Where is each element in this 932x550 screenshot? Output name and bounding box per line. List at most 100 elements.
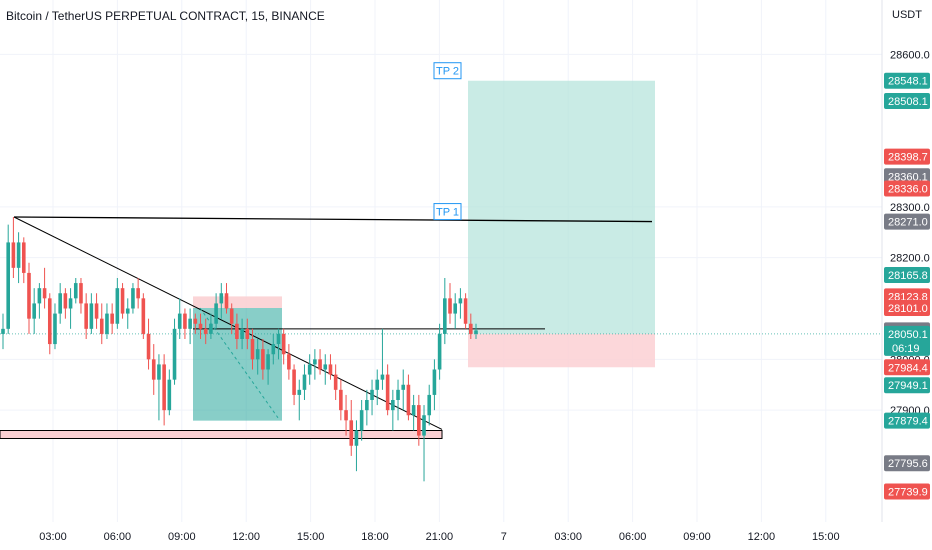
tp-label-box xyxy=(433,203,462,221)
price-tag[interactable] xyxy=(884,72,930,89)
prior-loss-zone xyxy=(193,296,282,308)
candle-body xyxy=(255,349,260,360)
candle-body xyxy=(110,313,114,324)
candle-body xyxy=(339,389,343,411)
candle-body xyxy=(120,288,125,314)
candle-body xyxy=(58,293,62,314)
price-tag-value: 27739.9 xyxy=(888,487,928,499)
axis-unit: USDT xyxy=(892,9,922,21)
support-zone xyxy=(0,430,443,439)
x-tick-label: 09:00 xyxy=(683,531,711,543)
candle-body xyxy=(42,288,47,299)
candle-body xyxy=(141,298,146,334)
candle-body xyxy=(47,298,52,345)
tp-label-box xyxy=(433,62,462,80)
tp-label: TP 1 xyxy=(436,207,459,219)
candle-body xyxy=(167,379,172,411)
x-tick-label: 06:00 xyxy=(104,531,132,543)
price-tag[interactable] xyxy=(884,93,930,110)
candle-body xyxy=(276,333,281,345)
candle-body xyxy=(27,272,31,319)
price-tag[interactable] xyxy=(884,180,930,197)
price-tag-value: 27795.6 xyxy=(888,458,928,470)
price-tag-value: 27879.4 xyxy=(888,416,928,428)
candle-body xyxy=(344,410,348,421)
x-tick-label: 21:00 xyxy=(426,531,454,543)
candle-body xyxy=(32,303,36,319)
candle-body xyxy=(313,359,317,365)
price-tag[interactable] xyxy=(884,483,930,500)
price-tag-value: 27949.1 xyxy=(888,380,928,392)
candle-body xyxy=(261,349,265,370)
x-tick-label: 12:00 xyxy=(748,531,776,543)
chart-title: Bitcoin / TetherUS PERPETUAL CONTRACT, 1… xyxy=(6,9,325,23)
candle-body xyxy=(146,333,151,360)
candle-body xyxy=(396,389,400,400)
candle-body xyxy=(443,298,447,334)
candle-body xyxy=(328,364,333,375)
price-tag[interactable] xyxy=(884,168,930,185)
price-tag[interactable] xyxy=(884,148,930,165)
price-tag-value: 28101.0 xyxy=(888,303,928,315)
price-tag-value: 28271.0 xyxy=(888,217,928,229)
candle-body xyxy=(99,318,104,334)
candle-body xyxy=(240,328,244,339)
price-tag[interactable] xyxy=(884,299,930,316)
candle-body xyxy=(73,283,78,299)
price-tag-value: 28360.1 xyxy=(888,171,928,183)
candle-body xyxy=(359,410,364,431)
candle-body xyxy=(89,303,94,329)
x-tick-label: 09:00 xyxy=(168,531,196,543)
candle-body xyxy=(188,318,192,329)
candle-body xyxy=(411,405,416,416)
resistance-line xyxy=(13,216,653,223)
price-tag-value: 28548.1 xyxy=(888,76,928,88)
candle-body xyxy=(245,328,250,339)
candle-body xyxy=(354,430,359,446)
price-tag[interactable] xyxy=(884,325,930,356)
x-tick-label: 18:00 xyxy=(361,531,389,543)
candle-body xyxy=(37,288,42,304)
candle-body xyxy=(162,364,166,411)
candle-body xyxy=(406,384,411,416)
candle-body xyxy=(385,374,390,411)
price-tag[interactable] xyxy=(884,377,930,394)
y-tick-label: 28600.0 xyxy=(890,49,930,61)
candle-body xyxy=(453,303,458,314)
candle-body xyxy=(235,323,239,339)
countdown-label: 06:19 xyxy=(892,343,920,355)
candle-body xyxy=(115,288,120,324)
x-tick-label: 7 xyxy=(501,531,507,543)
candle-body xyxy=(224,293,229,309)
candle-body xyxy=(68,298,73,309)
tp-label: TP 2 xyxy=(436,66,459,78)
candle-body xyxy=(21,242,26,273)
x-axis-ticks: 03:00 06:00 09:00 12:00 15:00 18:00 21:00 7 03:0… xyxy=(39,531,839,543)
x-tick-label: 15:00 xyxy=(812,531,840,543)
loss-zone xyxy=(468,333,655,368)
price-tag[interactable] xyxy=(884,412,930,429)
candle-body xyxy=(349,420,354,446)
price-tag[interactable] xyxy=(884,213,930,230)
candle-body xyxy=(177,313,182,329)
projection-line xyxy=(199,307,279,419)
y-tick-label: 28300.0 xyxy=(890,202,930,214)
x-tick-label: 03:00 xyxy=(39,531,67,543)
price-tag[interactable] xyxy=(884,267,930,284)
candle-body xyxy=(380,374,385,380)
candle-body xyxy=(157,364,161,380)
candle-body xyxy=(370,389,374,400)
candle-body xyxy=(458,298,463,304)
x-tick-label: 03:00 xyxy=(554,531,582,543)
price-tag[interactable] xyxy=(884,455,930,472)
candle-body xyxy=(136,288,140,299)
candle-body xyxy=(417,405,421,436)
candle-body xyxy=(297,389,302,395)
candle-body xyxy=(391,400,395,411)
candle-body xyxy=(292,369,296,395)
price-tag[interactable] xyxy=(884,359,930,376)
price-tag-value: 28398.7 xyxy=(888,152,928,164)
candle-body xyxy=(271,344,276,355)
